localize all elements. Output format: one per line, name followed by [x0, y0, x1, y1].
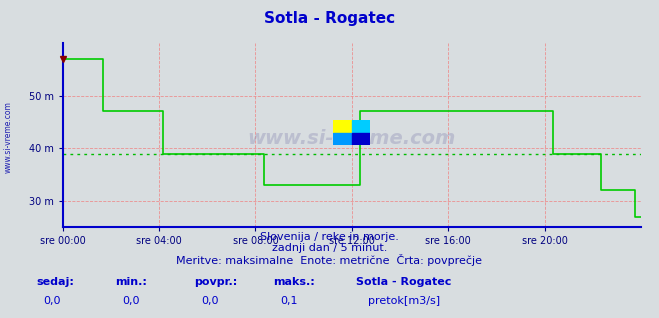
- Text: Sotla - Rogatec: Sotla - Rogatec: [264, 11, 395, 26]
- Text: 0,0: 0,0: [201, 296, 219, 306]
- Text: Sotla - Rogatec: Sotla - Rogatec: [356, 277, 451, 287]
- Text: min.:: min.:: [115, 277, 147, 287]
- Bar: [333, 133, 352, 145]
- Text: Meritve: maksimalne  Enote: metrične  Črta: povprečje: Meritve: maksimalne Enote: metrične Črta…: [177, 254, 482, 266]
- Text: www.si-vreme.com: www.si-vreme.com: [248, 129, 456, 148]
- Text: 0,0: 0,0: [122, 296, 140, 306]
- Text: sedaj:: sedaj:: [36, 277, 74, 287]
- Text: maks.:: maks.:: [273, 277, 315, 287]
- Bar: [352, 120, 370, 133]
- Text: 0,0: 0,0: [43, 296, 61, 306]
- Bar: [352, 133, 370, 145]
- Text: pretok[m3/s]: pretok[m3/s]: [368, 296, 440, 306]
- Text: Slovenija / reke in morje.: Slovenija / reke in morje.: [260, 232, 399, 242]
- Bar: [333, 120, 352, 133]
- Text: www.si-vreme.com: www.si-vreme.com: [3, 101, 13, 173]
- Text: zadnji dan / 5 minut.: zadnji dan / 5 minut.: [272, 243, 387, 253]
- Text: povpr.:: povpr.:: [194, 277, 238, 287]
- Text: 0,1: 0,1: [280, 296, 298, 306]
